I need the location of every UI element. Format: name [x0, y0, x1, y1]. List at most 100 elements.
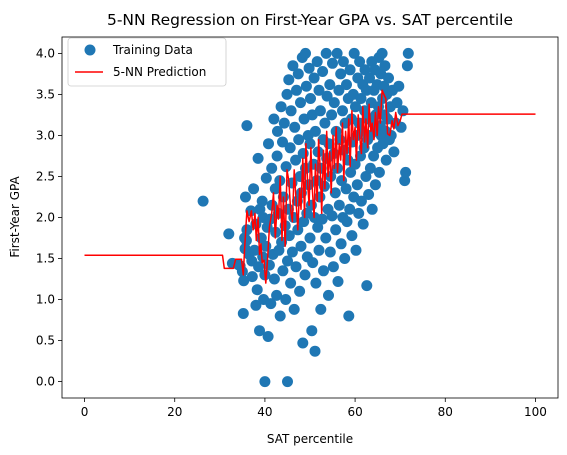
data-point	[282, 255, 293, 267]
data-point	[314, 191, 326, 203]
data-point	[332, 276, 344, 287]
y-axis-label: First-Year GPA	[8, 176, 22, 258]
data-point	[360, 84, 372, 96]
data-point	[376, 47, 388, 59]
data-point	[369, 179, 381, 191]
data-point	[265, 298, 277, 310]
data-point	[353, 207, 365, 219]
data-point	[307, 257, 319, 269]
data-point	[280, 294, 292, 305]
data-point	[287, 60, 299, 72]
data-point	[263, 138, 274, 150]
y-tick-label: 0.0	[36, 375, 55, 389]
data-point	[345, 166, 357, 178]
data-point	[246, 271, 258, 283]
data-point	[268, 273, 280, 285]
data-point	[237, 308, 249, 319]
data-point	[282, 376, 293, 388]
data-point	[306, 325, 318, 337]
data-point	[333, 84, 345, 96]
data-point	[333, 199, 345, 211]
data-point	[341, 79, 352, 91]
data-point	[321, 90, 333, 102]
data-point	[330, 224, 342, 236]
data-point	[316, 213, 328, 225]
data-point	[327, 261, 339, 273]
data-point	[238, 275, 250, 287]
data-point	[284, 142, 296, 154]
data-point	[328, 97, 340, 109]
chart-title: 5-NN Regression on First-Year GPA vs. SA…	[107, 11, 513, 29]
y-tick-label: 4.0	[36, 46, 55, 60]
data-point	[350, 101, 361, 113]
plot-area	[84, 47, 536, 388]
data-point	[254, 325, 265, 337]
data-point	[250, 299, 262, 311]
data-point	[266, 162, 278, 174]
data-point	[259, 376, 271, 388]
data-point	[290, 154, 302, 166]
data-point	[256, 195, 268, 207]
x-tick-label: 0	[81, 405, 89, 419]
y-tick-label: 2.0	[36, 211, 55, 225]
data-point	[340, 183, 352, 195]
legend-label-training-data: Training Data	[112, 43, 193, 57]
y-tick-label: 2.5	[36, 169, 55, 183]
data-point	[240, 235, 252, 246]
x-axis-label: SAT percentile	[267, 432, 353, 446]
data-point	[326, 210, 338, 222]
data-point	[360, 171, 372, 182]
data-point	[393, 80, 405, 92]
legend-marker-training-data	[84, 44, 96, 56]
data-point	[363, 189, 375, 200]
y-tick-label: 1.5	[36, 252, 55, 266]
data-point	[249, 244, 260, 256]
data-point	[304, 138, 316, 150]
data-point	[331, 47, 343, 59]
data-point	[281, 88, 293, 100]
data-point	[401, 60, 413, 72]
data-point	[288, 303, 300, 315]
data-point	[351, 179, 363, 191]
data-point	[344, 203, 356, 215]
data-point	[241, 120, 253, 132]
data-point	[355, 150, 366, 162]
data-point	[350, 244, 362, 256]
data-point	[380, 154, 392, 166]
data-point	[300, 80, 312, 92]
data-point	[348, 47, 360, 59]
data-point	[385, 130, 397, 141]
data-point	[346, 230, 358, 242]
data-point	[361, 280, 373, 292]
data-point	[303, 62, 315, 74]
data-point	[277, 265, 289, 277]
data-point	[268, 113, 280, 125]
data-point	[341, 216, 353, 228]
data-point	[305, 199, 317, 211]
data-point	[297, 337, 309, 349]
data-point	[271, 289, 283, 301]
y-tick-label: 0.5	[36, 334, 55, 348]
data-point	[306, 109, 318, 121]
y-axis: 0.0 0.5 1.0 1.5 2.0 2.5 3.0 3.5 4.0	[36, 46, 62, 389]
data-point	[324, 246, 336, 258]
data-point	[402, 47, 414, 59]
data-point	[278, 117, 290, 129]
data-point	[364, 162, 376, 174]
data-point	[313, 244, 325, 256]
data-point	[337, 105, 348, 117]
data-point	[399, 175, 411, 187]
data-point	[323, 289, 334, 301]
x-tick-label: 40	[257, 405, 272, 419]
data-point	[344, 64, 356, 76]
data-point	[283, 74, 295, 86]
data-point	[391, 97, 403, 109]
data-point	[354, 56, 366, 68]
data-point	[388, 146, 400, 158]
data-point	[368, 150, 380, 162]
data-point	[311, 56, 323, 68]
data-point	[283, 230, 295, 242]
data-point	[269, 183, 281, 195]
y-tick-label: 3.5	[36, 87, 55, 101]
x-tick-label: 20	[167, 405, 182, 419]
